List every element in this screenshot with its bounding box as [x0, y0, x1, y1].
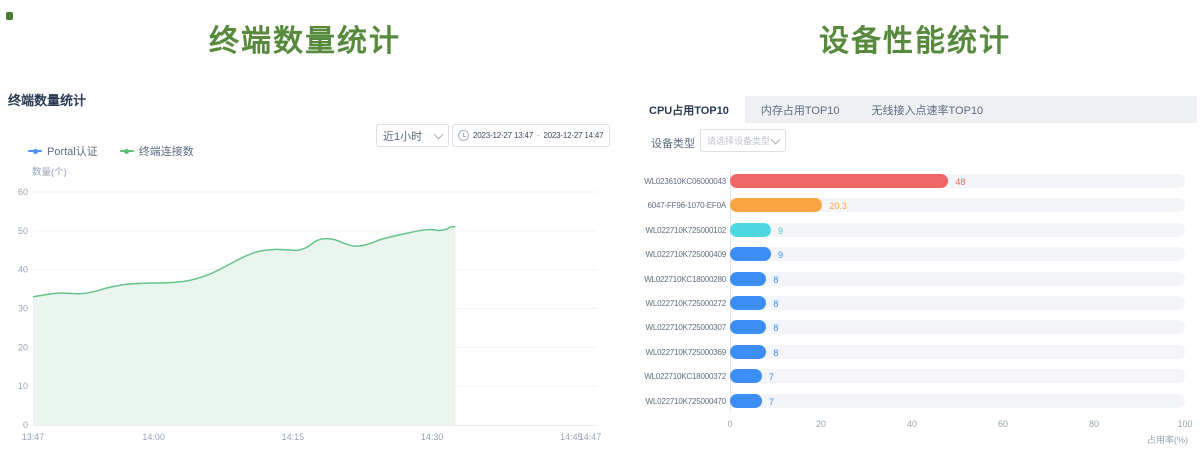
bar — [730, 272, 766, 286]
bar-track — [730, 369, 1185, 383]
bar-category-label: WL022710K725000102 — [596, 226, 726, 235]
bar-category-label: WL023610KC06000043 — [596, 177, 726, 186]
bar-x-tick-label: 60 — [983, 419, 1023, 429]
date-range-picker[interactable]: 2023-12-27 13:47 - 2023-12-27 14:47 — [452, 124, 610, 147]
bar-x-tick-label: 80 — [1074, 419, 1114, 429]
bar-value-label: 7 — [769, 397, 774, 407]
bar-value-label: 9 — [778, 226, 783, 236]
bar-value-label: 8 — [773, 348, 778, 358]
bar-track — [730, 223, 1185, 237]
bar-track — [730, 272, 1185, 286]
y-tick-label: 10 — [18, 381, 28, 391]
bar-category-label: WL022710K725000307 — [596, 323, 726, 332]
y-tick-label: 40 — [18, 265, 28, 275]
bar-category-label: WL022710K725000470 — [596, 397, 726, 406]
tab-active[interactable]: CPU占用TOP10 — [633, 96, 745, 123]
bar-track — [730, 198, 1185, 212]
chevron-down-icon — [434, 129, 444, 139]
y-tick-label: 0 — [23, 420, 28, 430]
legend-label: 终端连接数 — [139, 143, 194, 159]
time-range-value: 近1小时 — [383, 128, 435, 144]
x-tick-label: 14:30 — [421, 432, 444, 442]
bar-category-label: WL022710K725000409 — [596, 250, 726, 259]
bar — [730, 223, 771, 237]
bar-value-label: 8 — [773, 323, 778, 333]
performance-tabs: CPU占用TOP10内存占用TOP10无线接入点速率TOP10 — [633, 96, 1197, 123]
right-page-title: 设备性能统计 — [630, 16, 1200, 60]
x-tick-label: 14:47 — [579, 432, 602, 442]
bar-x-tick-label: 0 — [710, 419, 750, 429]
x-tick-label: 13:47 — [22, 432, 45, 442]
bar-x-axis-title: 占用率(%) — [1108, 433, 1188, 446]
bar-value-label: 20.3 — [829, 201, 847, 211]
bar-track — [730, 174, 1185, 188]
bar — [730, 174, 948, 188]
bar-track — [730, 345, 1185, 359]
x-tick-label: 14:15 — [282, 432, 305, 442]
tab-item[interactable]: 无线接入点速率TOP10 — [856, 96, 1000, 123]
y-tick-label: 20 — [18, 342, 28, 352]
bar-category-label: WL022710KC18000372 — [596, 372, 726, 381]
bar-value-label: 8 — [773, 275, 778, 285]
tab-item[interactable]: 内存占用TOP10 — [745, 96, 856, 123]
chevron-down-icon — [771, 134, 781, 144]
bar-x-tick-label: 40 — [892, 419, 932, 429]
bar — [730, 320, 766, 334]
legend-item[interactable]: Portal认证 — [28, 143, 98, 159]
y-tick-label: 60 — [18, 187, 28, 197]
date-start: 2023-12-27 13:47 — [473, 131, 533, 140]
y-tick-label: 50 — [18, 226, 28, 236]
dashboard: 终端数量统计 终端数量统计 近1小时 2023-12-27 13:47 - 20… — [0, 0, 1200, 456]
bar-value-label: 48 — [955, 177, 965, 187]
x-tick-label: 14:00 — [142, 432, 165, 442]
device-type-placeholder: 请选择设备类型 — [707, 134, 772, 147]
bar-category-label: WL022710KC18000280 — [596, 275, 726, 284]
y-axis-title: 数量(个) — [32, 164, 67, 178]
date-separator: - — [537, 131, 539, 140]
date-end: 2023-12-27 14:47 — [543, 131, 603, 140]
terminal-count-chart: 010203040506013:4714:0014:1514:3014:4514… — [0, 185, 610, 456]
bar — [730, 369, 762, 383]
bar-value-label: 9 — [778, 250, 783, 260]
bar-value-label: 8 — [773, 299, 778, 309]
bar — [730, 394, 762, 408]
clock-icon — [458, 130, 469, 141]
bar-axis-line — [730, 169, 731, 413]
bar — [730, 296, 766, 310]
bar — [730, 247, 771, 261]
time-range-select[interactable]: 近1小时 — [376, 124, 449, 147]
y-tick-label: 30 — [18, 304, 28, 314]
bar — [730, 345, 766, 359]
bar — [730, 198, 822, 212]
device-type-select[interactable]: 请选择设备类型 — [700, 129, 786, 152]
legend-label: Portal认证 — [47, 143, 98, 159]
bar-x-tick-label: 20 — [801, 419, 841, 429]
device-type-label: 设备类型 — [651, 135, 695, 151]
legend-marker-icon — [28, 150, 42, 152]
legend-item[interactable]: 终端连接数 — [120, 143, 194, 159]
legend-marker-icon — [120, 150, 134, 152]
bar-category-label: WL022710K725000369 — [596, 348, 726, 357]
chart-legend: Portal认证 终端连接数 — [28, 143, 194, 159]
bar-x-tick-label: 100 — [1165, 419, 1200, 429]
bar-track — [730, 394, 1185, 408]
bar-track — [730, 296, 1185, 310]
bar-value-label: 7 — [769, 372, 774, 382]
bar-category-label: WL022710K725000272 — [596, 299, 726, 308]
bar-category-label: 6047-FF96-1070-EF0A — [596, 201, 726, 210]
bar-track — [730, 247, 1185, 261]
bar-track — [730, 320, 1185, 334]
left-section-title: 终端数量统计 — [8, 90, 86, 109]
left-page-title: 终端数量统计 — [0, 16, 610, 60]
